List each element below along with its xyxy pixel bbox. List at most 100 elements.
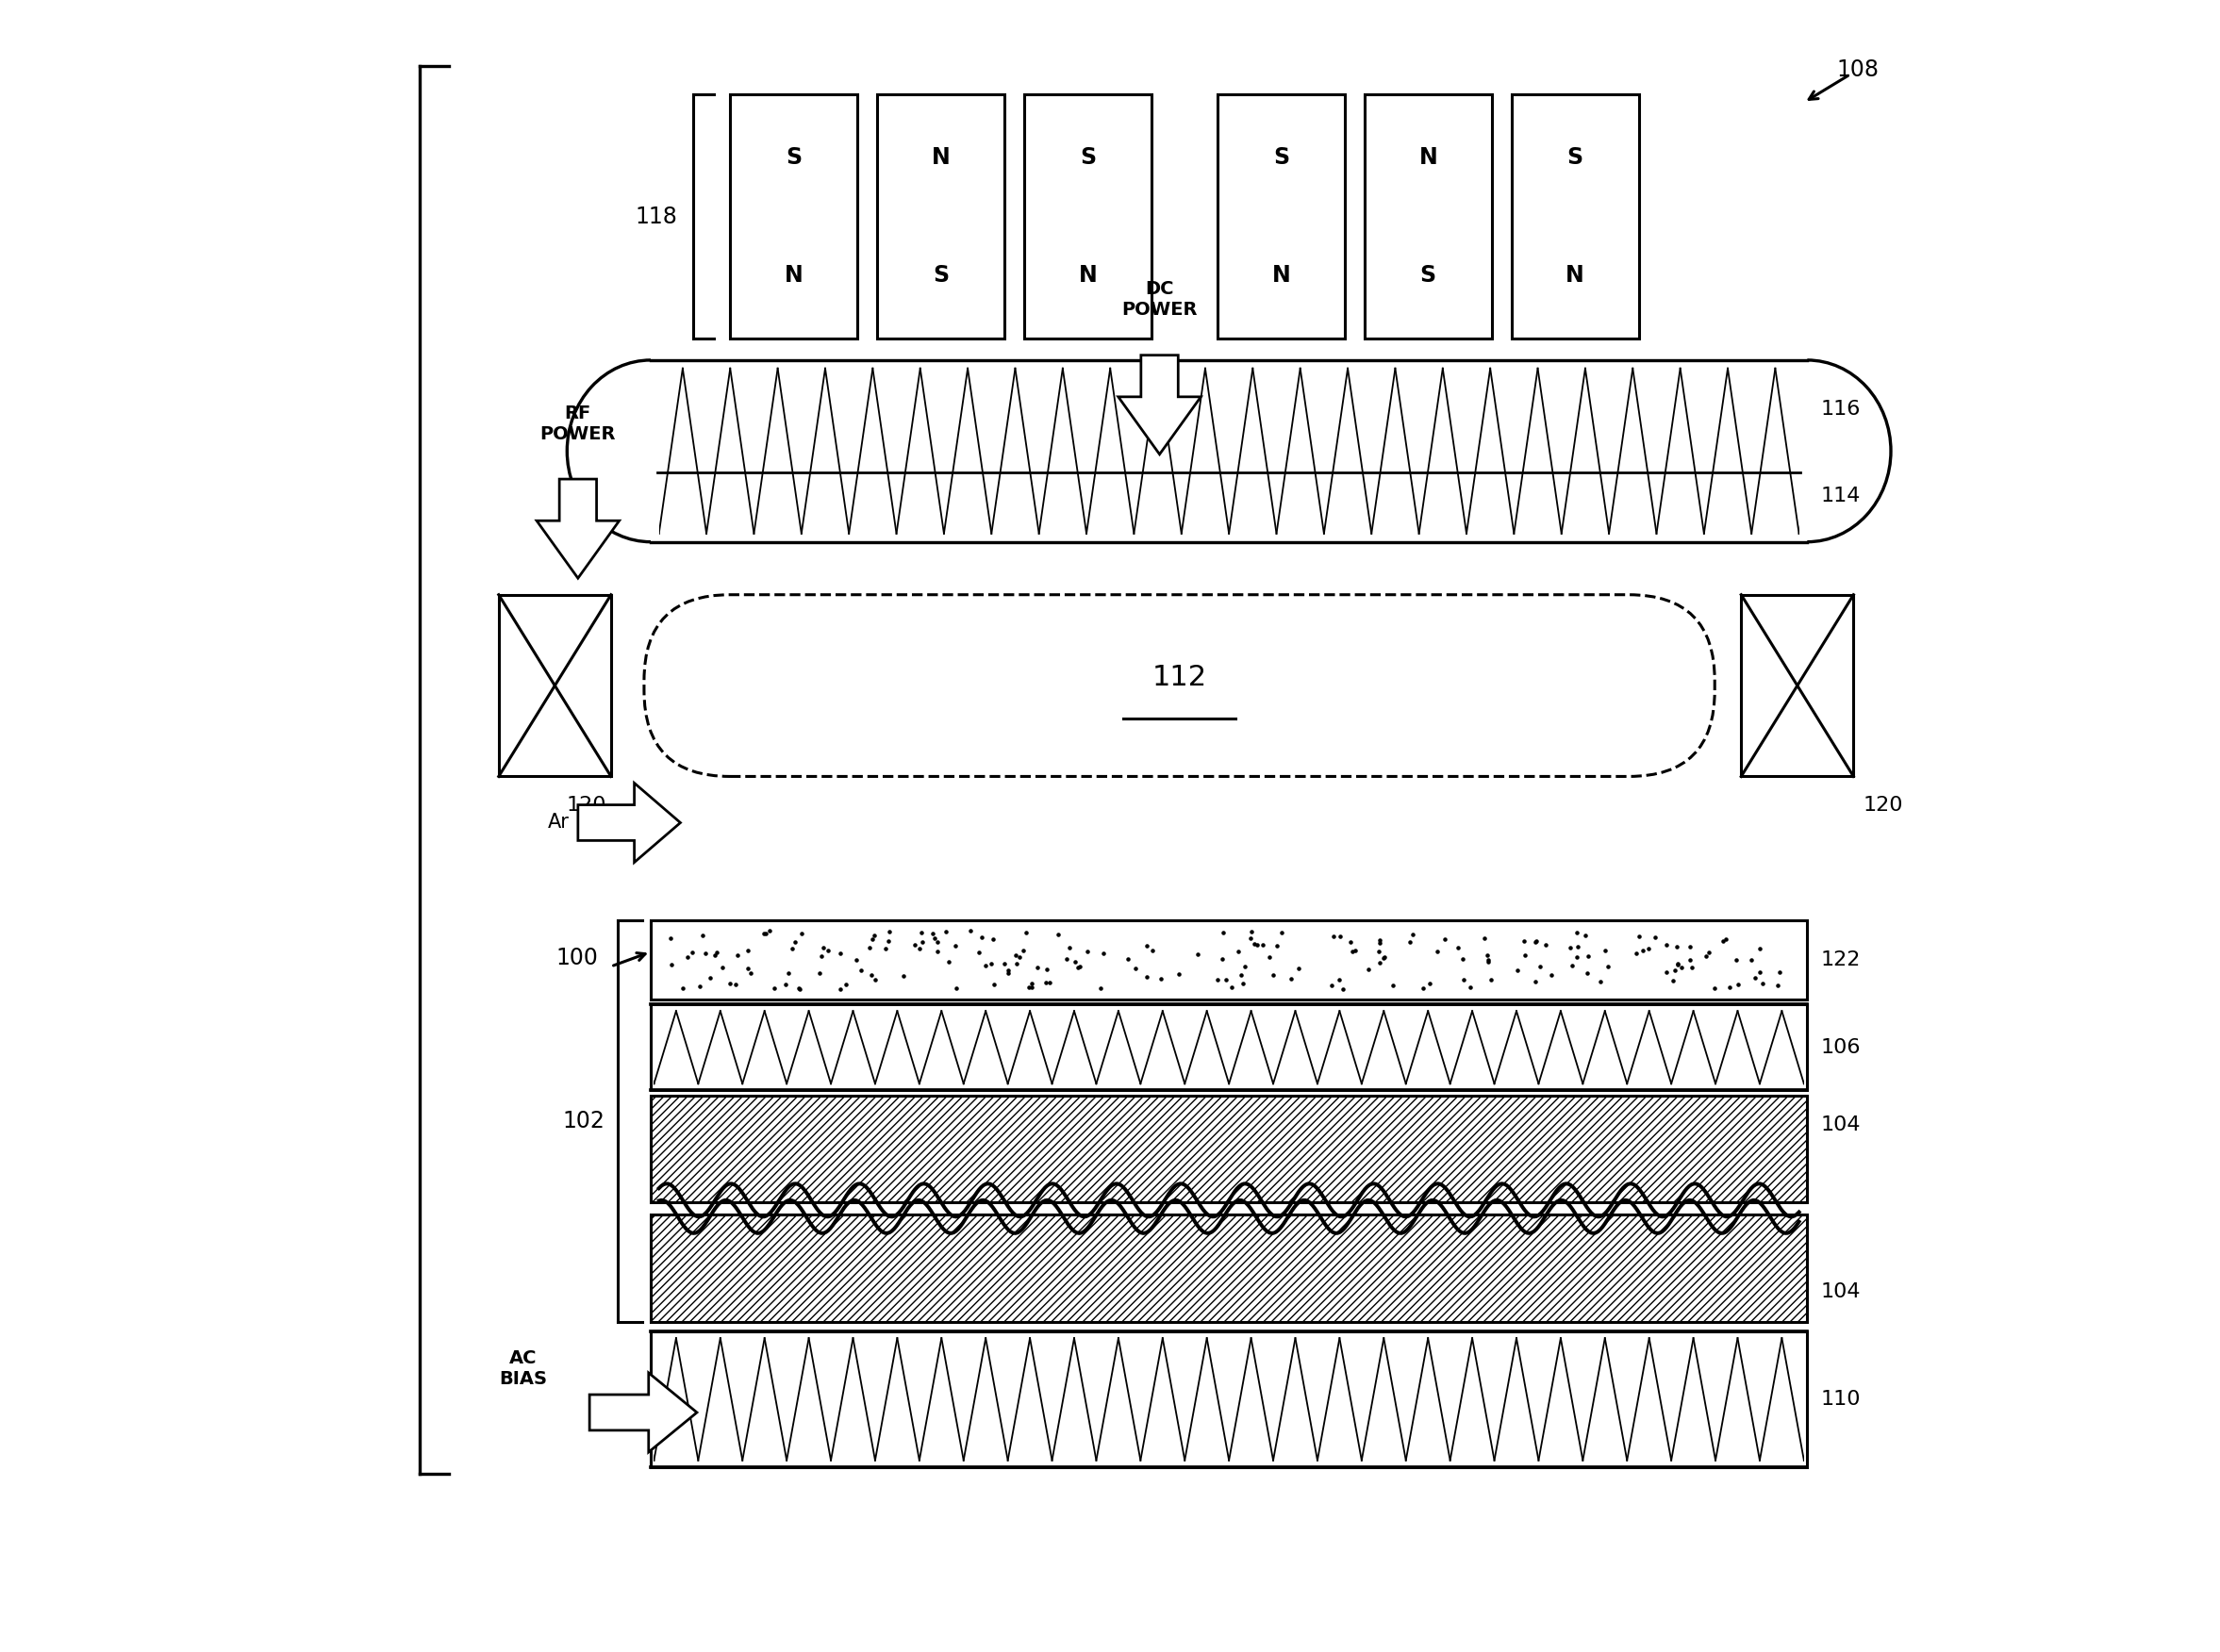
Point [1259,932,1294,958]
Point [1441,935,1476,961]
Text: Ar: Ar [548,813,571,833]
Text: S: S [1421,264,1436,286]
Point [928,919,963,945]
Point [750,917,786,943]
Point [1658,933,1694,960]
Point [697,942,733,968]
Bar [650,1332,1807,1467]
Point [1583,968,1618,995]
Point [1061,955,1097,981]
Point [682,973,717,999]
Point [1232,925,1268,952]
Point [1558,943,1594,970]
Text: RF
POWER: RF POWER [539,405,615,443]
Bar [1023,94,1152,339]
Point [730,955,766,981]
Point [1760,971,1796,998]
Point [733,960,768,986]
Point [963,923,999,950]
Point [1649,960,1685,986]
Text: 122: 122 [1820,950,1860,970]
Point [821,976,857,1003]
Point [1332,928,1368,955]
Point [693,965,728,991]
Point [1199,966,1234,993]
Point [1028,970,1063,996]
Point [961,938,997,965]
Point [1001,945,1037,971]
FancyBboxPatch shape [644,595,1714,776]
Point [1649,932,1685,958]
Point [655,952,690,978]
Point [675,940,710,966]
Point [1021,953,1057,980]
Point [968,953,1003,980]
Point [1427,927,1463,953]
Point [1707,925,1743,952]
Point [1507,942,1543,968]
Point [1470,948,1505,975]
Bar [650,920,1807,999]
Point [1470,942,1505,968]
Point [1625,937,1661,963]
Text: 102: 102 [562,1110,604,1132]
Text: 114: 114 [1820,487,1860,506]
Point [1621,923,1656,950]
Point [1368,943,1403,970]
Point [1083,975,1119,1001]
Point [975,950,1010,976]
Point [1674,955,1709,981]
Point [904,920,939,947]
Point [768,971,804,998]
Polygon shape [1119,355,1201,454]
Point [1392,928,1427,955]
Point [1234,919,1270,945]
Point [1705,928,1740,955]
Bar [499,595,610,776]
Point [777,928,813,955]
Point [852,961,888,988]
Point [897,932,932,958]
Bar [1217,94,1345,339]
Point [781,975,817,1001]
Point [1008,919,1043,945]
Bar [1740,595,1854,776]
Point [1467,925,1503,952]
Point [952,917,988,943]
Point [699,938,735,965]
Point [664,975,699,1001]
Point [1618,940,1654,966]
Point [852,933,888,960]
Bar [877,94,1003,339]
Bar [650,1095,1807,1203]
Point [653,925,688,952]
Text: N: N [1419,147,1436,169]
Point [757,975,793,1001]
Point [1274,966,1310,993]
Point [975,925,1010,952]
Point [930,948,966,975]
Point [1505,927,1541,953]
Point [1214,973,1250,999]
Text: N: N [1272,264,1290,286]
Bar [1512,94,1638,339]
Point [1661,952,1696,978]
Point [1239,932,1274,958]
Point [1654,966,1689,993]
Point [1339,937,1374,963]
Point [1223,961,1259,988]
Point [1361,930,1396,957]
Point [1314,973,1350,999]
Point [670,943,706,970]
Point [1687,943,1723,970]
Bar [730,94,857,339]
Polygon shape [591,1373,697,1452]
Text: N: N [1565,264,1585,286]
Point [748,920,784,947]
Point [704,955,739,981]
Text: 108: 108 [1836,58,1880,81]
Bar [1365,94,1492,339]
Point [906,928,941,955]
Text: DC
POWER: DC POWER [1121,281,1197,319]
Point [1041,920,1077,947]
